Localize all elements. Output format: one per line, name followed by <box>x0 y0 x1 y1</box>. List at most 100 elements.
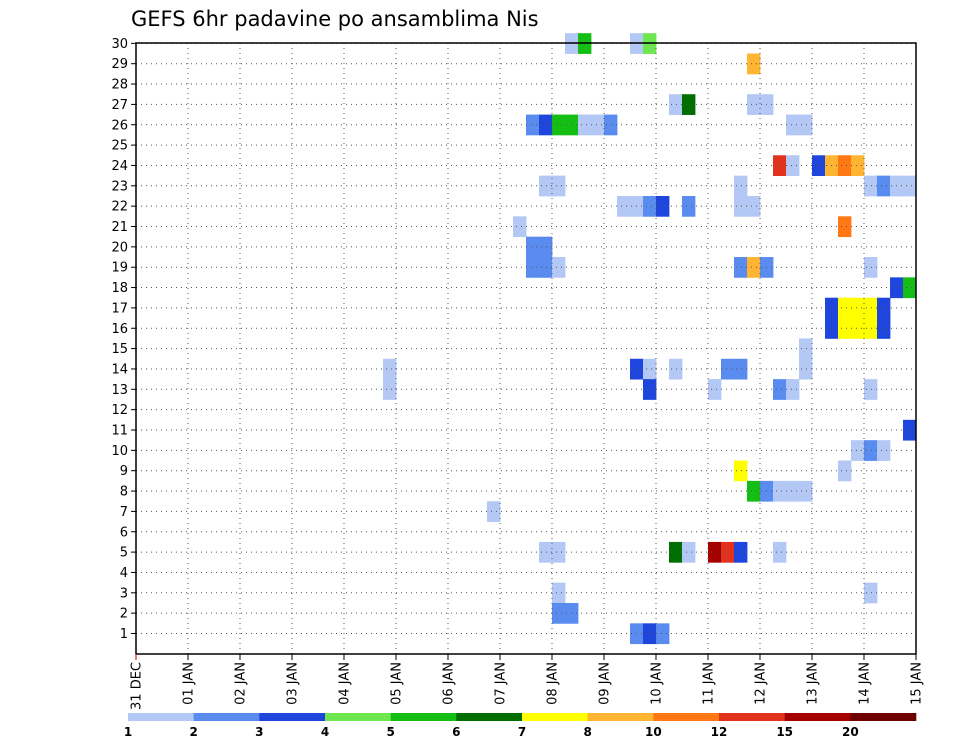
colorbar-swatch <box>587 713 654 721</box>
y-tick-label: 14 <box>111 362 128 377</box>
x-tick-label: 31 DEC <box>130 662 145 710</box>
y-tick-label: 22 <box>111 200 128 215</box>
colorbar-swatch <box>719 713 785 721</box>
x-tick-label: 13 JAN <box>806 662 821 705</box>
heat-cell-member-22 <box>682 195 696 217</box>
y-tick-label: 29 <box>111 57 128 72</box>
heat-cell-member-15 <box>799 338 813 360</box>
heat-cell-member-19 <box>539 257 553 278</box>
heat-cell-member-16 <box>864 318 878 339</box>
heat-cell-member-8 <box>773 480 787 502</box>
x-tick-label: 01 JAN <box>182 662 197 705</box>
y-tick-label: 16 <box>111 322 128 337</box>
y-tick-label: 5 <box>120 546 128 561</box>
heat-cell-member-5 <box>708 541 722 563</box>
heat-cell-member-20 <box>539 236 553 258</box>
heat-cell-member-23 <box>734 175 748 197</box>
colorbar-label: 8 <box>583 725 591 739</box>
colorbar-label: 2 <box>189 725 197 739</box>
heat-cell-member-21 <box>838 216 852 238</box>
colorbar-label: 3 <box>255 725 263 739</box>
x-tick-label: 04 JAN <box>338 662 353 705</box>
y-tick-label: 26 <box>111 118 128 133</box>
y-tick-label: 23 <box>111 179 128 194</box>
chart-title: GEFS 6hr padavine po ansamblima Nis <box>131 7 539 31</box>
x-tick-label: 03 JAN <box>286 662 301 705</box>
x-tick-label: 10 JAN <box>650 662 665 705</box>
colorbar-label: 5 <box>386 725 394 739</box>
heat-cell-member-3 <box>552 582 566 604</box>
heat-cell-member-14 <box>799 358 813 380</box>
heat-cell-member-11 <box>903 419 917 441</box>
colorbar-label: 6 <box>452 725 460 739</box>
y-tick-label: 8 <box>120 485 128 500</box>
heat-cell-member-13 <box>786 379 800 400</box>
y-tick-label: 21 <box>111 220 128 235</box>
heat-cell-member-13 <box>773 379 787 400</box>
heat-cell-member-17 <box>864 297 878 319</box>
heat-cell-member-9 <box>734 460 748 482</box>
y-tick-label: 30 <box>111 37 128 52</box>
heat-cell-member-19 <box>747 257 761 278</box>
heat-cell-member-29 <box>747 53 761 75</box>
heat-cell-member-19 <box>864 257 878 278</box>
heat-cell-member-8 <box>799 480 813 502</box>
heat-cell-member-5 <box>682 541 696 563</box>
heat-cell-member-26 <box>786 114 800 136</box>
heat-cell-member-14 <box>643 358 657 380</box>
heat-cell-member-22 <box>656 195 670 217</box>
heat-cell-member-5 <box>552 541 566 563</box>
x-tick-label: 07 JAN <box>494 662 509 705</box>
colorbar-swatch <box>522 713 588 721</box>
heat-cell-member-24 <box>773 155 787 177</box>
colorbar-label: 20 <box>842 725 859 739</box>
heat-cell-member-5 <box>773 541 787 563</box>
y-tick-label: 12 <box>111 403 128 418</box>
heat-cell-member-13 <box>864 379 878 400</box>
heat-cell-member-1 <box>643 623 657 645</box>
heat-cell-member-8 <box>747 480 761 502</box>
x-tick-label: 06 JAN <box>442 662 457 705</box>
colorbar-swatch <box>193 713 260 721</box>
heat-cell-member-22 <box>617 195 631 217</box>
heat-cell-member-13 <box>708 379 722 400</box>
colorbar-label: 15 <box>776 725 793 739</box>
x-axis: 31 DEC 01 JAN 02 JAN 03 JAN 04 JAN 05 JAN 06 J… <box>130 654 925 710</box>
y-tick-label: 15 <box>111 342 128 357</box>
heat-cell-member-27 <box>682 94 696 115</box>
x-tick-label: 08 JAN <box>546 662 561 705</box>
heat-cell-member-8 <box>786 480 800 502</box>
heat-cell-member-10 <box>864 440 878 461</box>
colorbar-swatch <box>850 713 917 721</box>
heat-cell-member-22 <box>734 195 748 217</box>
data-cells <box>383 33 917 645</box>
x-tick-label: 02 JAN <box>234 662 249 705</box>
x-tick-label: 14 JAN <box>858 662 873 705</box>
heat-cell-member-17 <box>838 297 852 319</box>
colorbar-swatch <box>390 713 457 721</box>
y-tick-label: 3 <box>120 586 128 601</box>
heat-cell-member-24 <box>851 155 865 177</box>
x-tick-label: 09 JAN <box>598 662 613 705</box>
heat-cell-member-10 <box>877 440 891 461</box>
colorbar-swatch <box>128 713 194 721</box>
y-tick-label: 24 <box>111 159 128 174</box>
y-tick-label: 7 <box>120 505 128 520</box>
heat-cell-member-22 <box>643 195 657 217</box>
heat-cell-member-5 <box>539 541 553 563</box>
heat-cell-member-26 <box>539 114 553 136</box>
y-tick-label: 1 <box>120 627 128 642</box>
heat-cell-member-13 <box>643 379 657 400</box>
colorbar-label: 12 <box>711 725 728 739</box>
y-tick-label: 13 <box>111 383 128 398</box>
heat-cell-member-24 <box>812 155 826 177</box>
heat-cell-member-27 <box>669 94 683 115</box>
colorbar-label: 10 <box>645 725 662 739</box>
heat-cell-member-5 <box>669 541 683 563</box>
heat-cell-member-21 <box>513 216 527 238</box>
heat-cell-member-19 <box>552 257 566 278</box>
y-tick-label: 20 <box>111 240 128 255</box>
y-tick-label: 9 <box>120 464 128 479</box>
heat-cell-member-18 <box>903 277 917 299</box>
heat-cell-member-2 <box>552 602 566 624</box>
